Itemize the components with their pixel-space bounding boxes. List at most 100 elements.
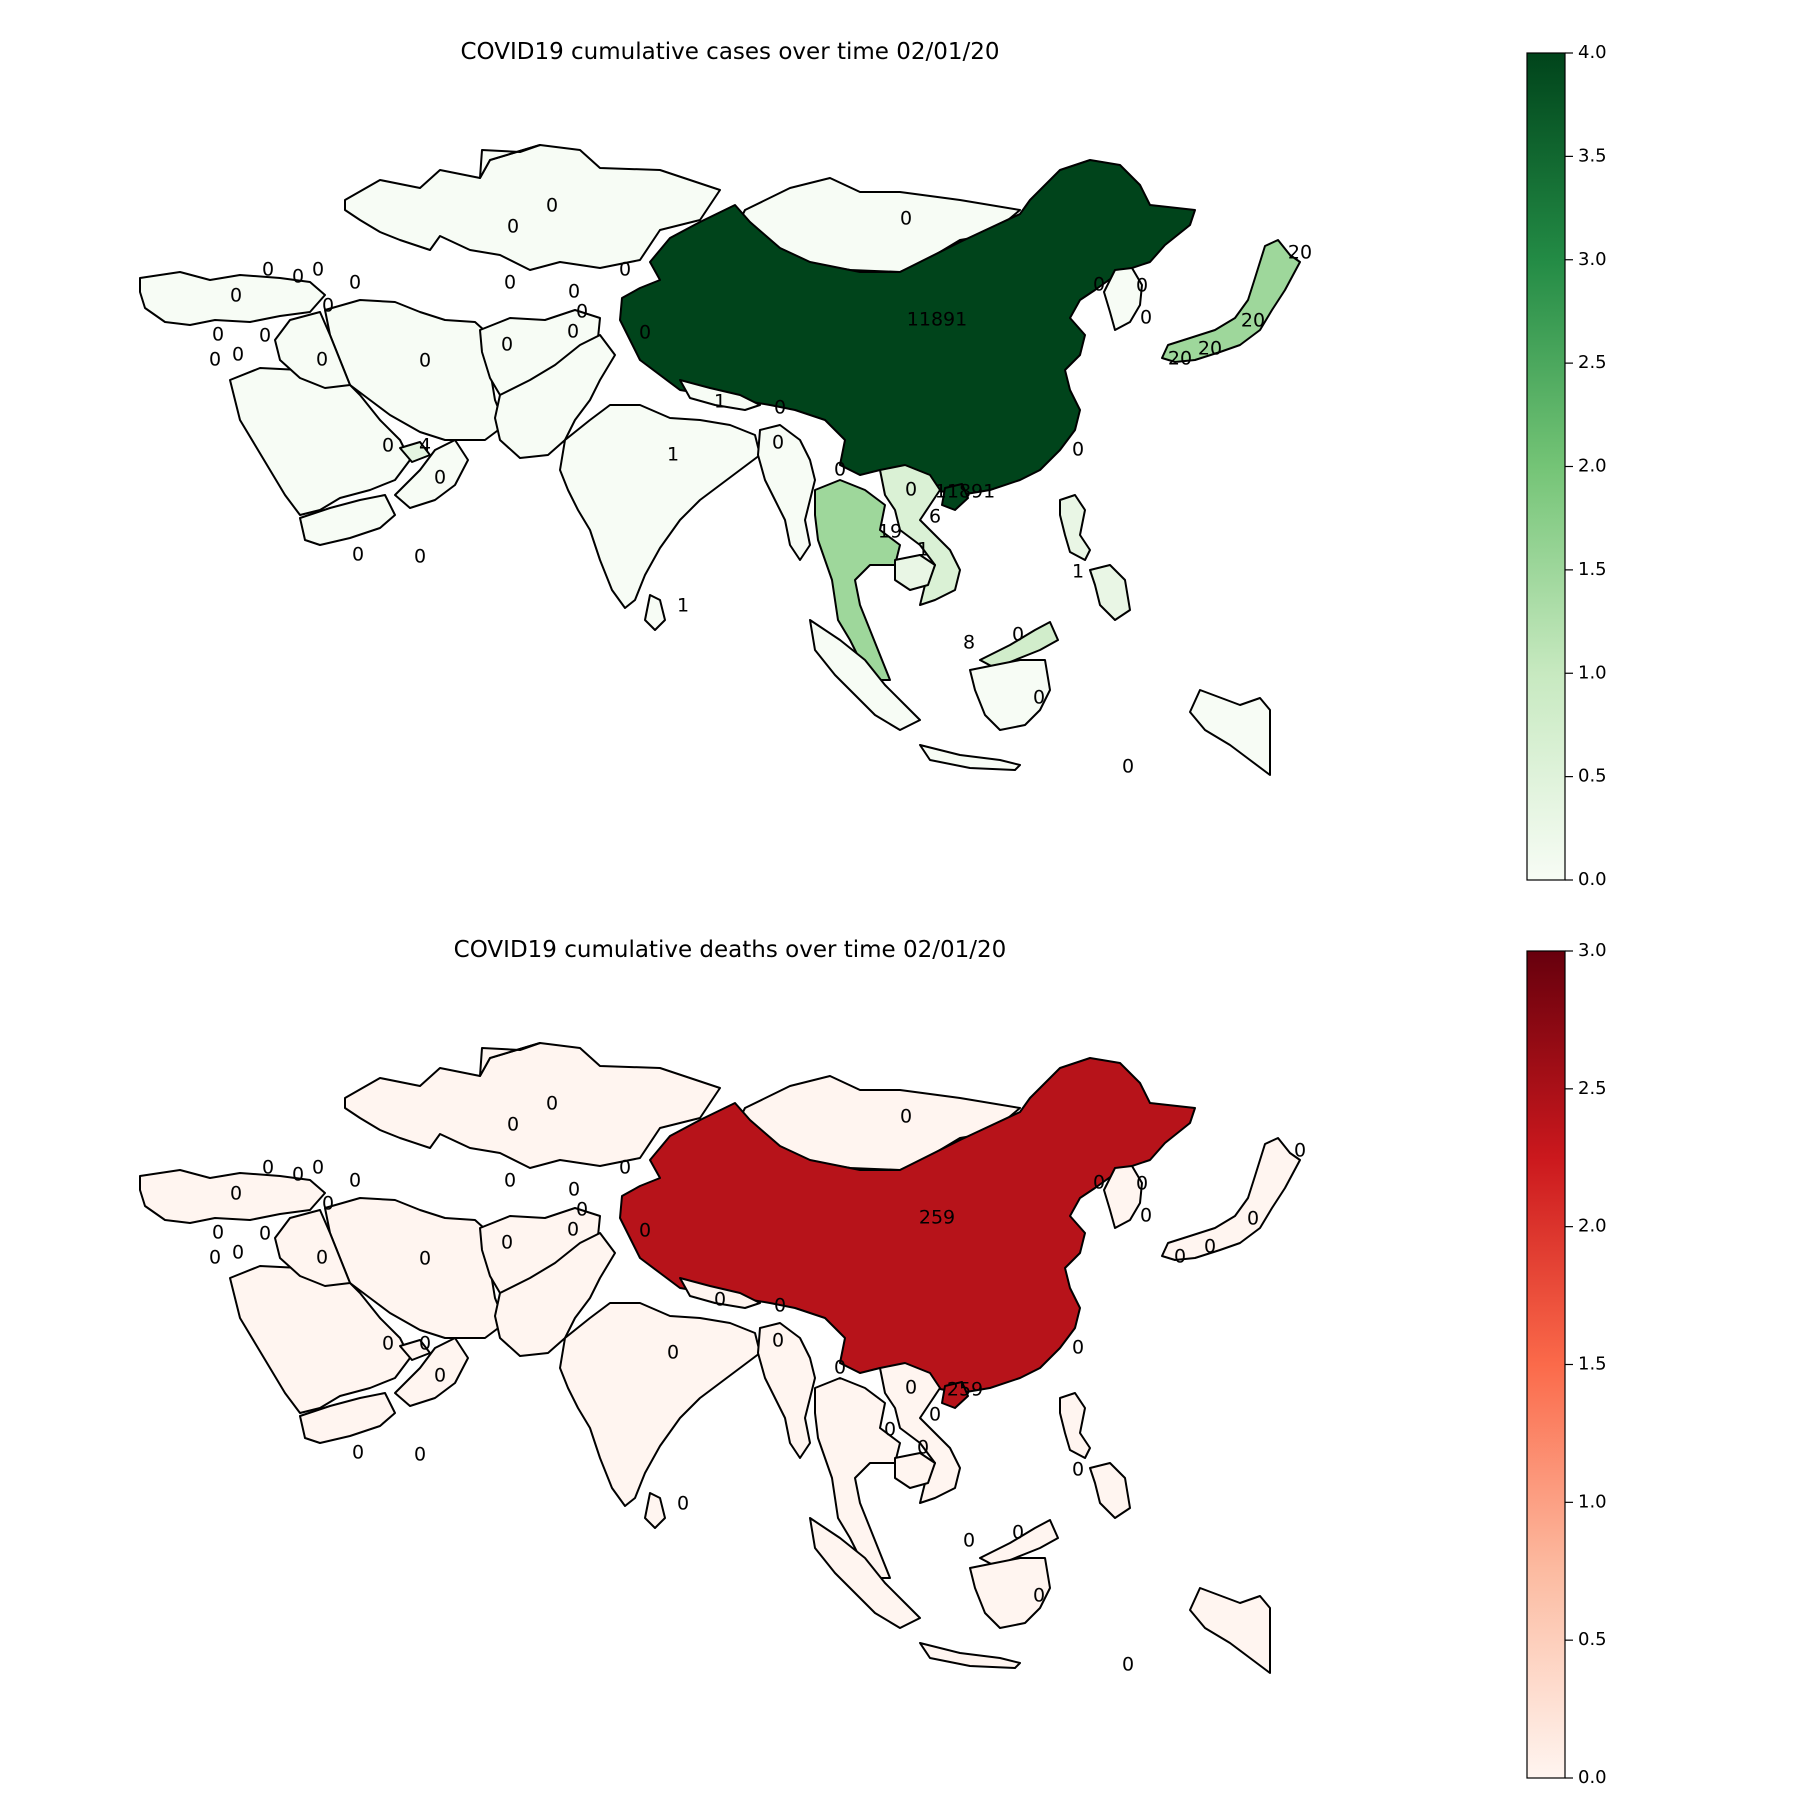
value-label: 0 — [349, 272, 361, 294]
country-cambodia — [894, 554, 936, 591]
value-label: 0 — [963, 1530, 975, 1552]
value-label: 0 — [232, 1242, 244, 1264]
country-hainan — [941, 483, 969, 511]
value-label: 0 — [639, 322, 651, 344]
country-thailand — [814, 1377, 901, 1579]
country-iraq — [274, 311, 351, 389]
value-label: 0 — [1093, 1172, 1105, 1194]
colorbar-tick-label: 0.0 — [1578, 1767, 1607, 1788]
deaths-colorbar-ticks: 0.0 0.5 1.0 1.5 2.0 2.5 3.0 — [1565, 940, 1607, 1788]
value-label: 0 — [414, 1444, 426, 1466]
value-label: 0 — [1033, 1585, 1045, 1607]
country-korea — [1103, 267, 1143, 331]
value-label: 0 — [232, 344, 244, 366]
value-label: 0 — [905, 1377, 917, 1399]
colorbar-tick-label: 1.0 — [1578, 662, 1607, 683]
value-label: 0 — [576, 301, 588, 323]
value-label: 0 — [1204, 1236, 1216, 1258]
colorbar-tick-label: 1.5 — [1578, 1354, 1607, 1375]
value-label: 0 — [312, 1157, 324, 1179]
country-yemen — [299, 1392, 396, 1444]
colorbar-tick-label: 1.5 — [1578, 559, 1607, 580]
value-label: 0 — [1122, 1654, 1134, 1676]
value-label: 0 — [230, 285, 242, 307]
value-label: 0 — [619, 1157, 631, 1179]
value-label: 0 — [352, 544, 364, 566]
value-label: 0 — [1012, 1522, 1024, 1544]
value-label: 1 — [677, 595, 689, 617]
country-hainan — [941, 1381, 969, 1409]
value-label: 1 — [917, 539, 929, 561]
value-label: 0 — [900, 208, 912, 230]
value-label: 0 — [1136, 275, 1148, 297]
value-label: 0 — [382, 1333, 394, 1355]
country-nepal — [679, 1277, 761, 1309]
colorbar-tick-label: 3.0 — [1578, 940, 1607, 961]
value-label: 0 — [774, 397, 786, 419]
country-sri-lanka — [644, 1492, 666, 1529]
value-label: 0 — [900, 1106, 912, 1128]
value-label: 20 — [1168, 348, 1192, 370]
value-label: 0 — [1140, 1205, 1152, 1227]
country-vietnam — [879, 464, 961, 606]
colorbar-tick-label: 1.0 — [1578, 1491, 1607, 1512]
value-label: 0 — [834, 1357, 846, 1379]
value-label: 0 — [619, 259, 631, 281]
country-uae — [399, 1339, 431, 1361]
value-label: 0 — [292, 1164, 304, 1186]
value-label: 0 — [1140, 307, 1152, 329]
value-label: 0 — [292, 266, 304, 288]
value-label: 0 — [259, 1223, 271, 1245]
value-label: 0 — [262, 1157, 274, 1179]
country-china — [619, 1057, 1196, 1394]
value-label: 20 — [1241, 310, 1265, 332]
value-label: 0 — [1012, 624, 1024, 646]
value-label: 6 — [929, 506, 941, 528]
country-russia-west — [479, 1042, 541, 1077]
value-label: 0 — [212, 324, 224, 346]
value-label: 0 — [322, 1193, 334, 1215]
value-label: 0 — [501, 1232, 513, 1254]
value-label: 0 — [905, 479, 917, 501]
value-label: 0 — [1072, 1459, 1084, 1481]
value-label: 0 — [262, 259, 274, 281]
cases-map — [139, 144, 1301, 776]
cases-colorbar-ticks: 0.0 0.5 1.0 1.5 2.0 2.5 3.0 3.5 4.0 — [1565, 42, 1607, 890]
value-label: 0 — [1247, 1208, 1259, 1230]
cases-colorbar — [1526, 52, 1566, 881]
value-label: 0 — [677, 1493, 689, 1515]
value-label: 0 — [639, 1220, 651, 1242]
colorbar-tick-label: 0.5 — [1578, 766, 1607, 787]
value-label: 0 — [772, 432, 784, 454]
value-label: 0 — [349, 1170, 361, 1192]
value-label: 0 — [507, 216, 519, 238]
value-label: 0 — [414, 546, 426, 568]
value-label: 259 — [919, 1207, 955, 1229]
value-label: 4 — [419, 435, 431, 457]
value-label: 0 — [507, 1114, 519, 1136]
value-label: 0 — [1122, 756, 1134, 778]
country-korea — [1103, 1165, 1143, 1229]
value-label: 1 — [1072, 561, 1084, 583]
value-label: 0 — [1093, 274, 1105, 296]
value-label: 0 — [212, 1222, 224, 1244]
value-label: 0 — [1136, 1173, 1148, 1195]
value-label: 20 — [1198, 338, 1222, 360]
country-philippines — [1059, 1392, 1131, 1519]
country-vietnam — [879, 1362, 961, 1504]
value-label: 0 — [419, 350, 431, 372]
value-label: 0 — [209, 349, 221, 371]
country-oman — [394, 439, 469, 509]
value-label: 0 — [917, 1437, 929, 1459]
colorbar-tick-label: 2.5 — [1578, 352, 1607, 373]
country-myanmar — [757, 424, 816, 561]
value-label: 0 — [546, 1093, 558, 1115]
value-label: 0 — [501, 334, 513, 356]
value-label: 0 — [576, 1199, 588, 1221]
value-label: 1 — [667, 444, 679, 466]
value-label: 0 — [352, 1442, 364, 1464]
value-label: 0 — [772, 1330, 784, 1352]
country-turkey — [139, 1169, 326, 1224]
value-label: 0 — [568, 1179, 580, 1201]
